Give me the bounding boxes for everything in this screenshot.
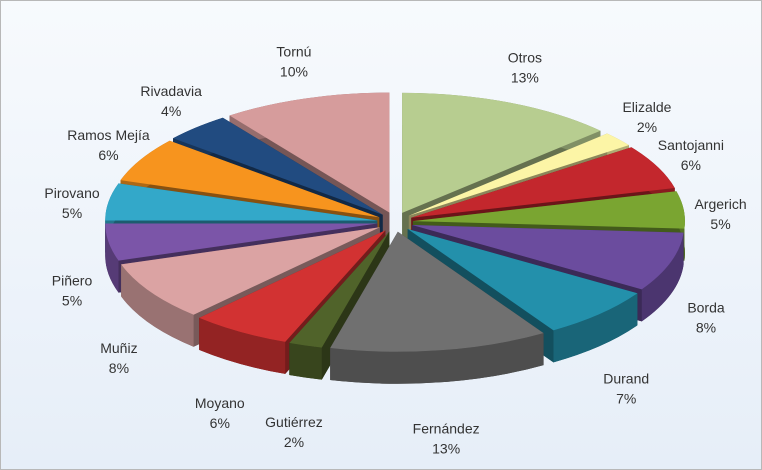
slice-label: Piñero: [52, 273, 93, 289]
slice-label: Gutiérrez: [265, 414, 323, 430]
slice-label: Durand: [603, 371, 649, 387]
slice-label: Muñiz: [100, 340, 137, 356]
slice-value-label: 5%: [710, 216, 730, 232]
slice-side: [330, 333, 544, 384]
pie: [105, 92, 685, 384]
slice-side: [289, 342, 322, 380]
slice-value-label: 5%: [62, 205, 82, 221]
slice-label: Santojanni: [658, 137, 724, 153]
slice-value-label: 2%: [637, 119, 657, 135]
slice-label: Otros: [508, 49, 542, 65]
labels: Otros13%Elizalde2%Santojanni6%Argerich5%…: [44, 43, 746, 456]
slice-label: Tornú: [276, 43, 311, 59]
slice-value-label: 8%: [109, 360, 129, 376]
slice-value-label: 6%: [210, 415, 230, 431]
slice: [408, 133, 629, 216]
slice-label: Fernández: [413, 421, 480, 437]
slice-side: [121, 264, 194, 347]
slice-side: [553, 293, 638, 363]
slice: [121, 227, 380, 315]
slice-value-label: 13%: [432, 441, 460, 457]
slice-value-label: 8%: [696, 320, 716, 336]
slice-value-label: 5%: [62, 293, 82, 309]
slice-label: Moyano: [195, 395, 245, 411]
slice: [120, 140, 380, 218]
slice: [105, 223, 378, 261]
slice-side: [105, 223, 119, 293]
slice-value-label: 2%: [284, 434, 304, 450]
slice-value-label: 4%: [161, 103, 181, 119]
slice: [412, 225, 684, 290]
slice-value-label: 13%: [511, 69, 539, 85]
slice-side: [641, 232, 684, 322]
slice-label: Borda: [687, 300, 725, 316]
slice-label: Elizalde: [622, 99, 671, 115]
slice: [173, 117, 383, 215]
slice: [289, 231, 390, 348]
slice-label: Rivadavia: [140, 83, 202, 99]
slice-value-label: 10%: [280, 63, 308, 79]
slice: [411, 147, 675, 218]
slice-label: Pirovano: [44, 185, 99, 201]
slice-label: Argerich: [694, 196, 746, 212]
slice: [105, 183, 378, 221]
slice: [229, 92, 390, 213]
slice-value-label: 7%: [616, 391, 636, 407]
slice-value-label: 6%: [681, 157, 701, 173]
slice: [412, 191, 685, 229]
slice-value-label: 6%: [98, 147, 118, 163]
slice: [199, 230, 386, 342]
slice: [407, 229, 638, 331]
slice: [402, 92, 601, 213]
slice: [330, 231, 544, 352]
slice-side: [199, 317, 286, 374]
slice-label: Ramos Mejía: [67, 127, 150, 143]
